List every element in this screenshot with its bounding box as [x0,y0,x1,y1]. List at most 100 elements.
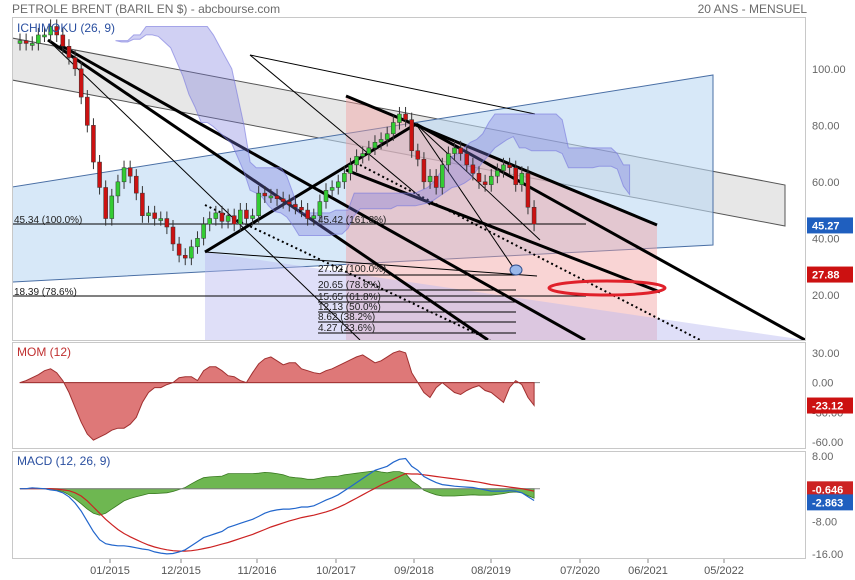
candle-body [482,181,488,185]
candle-body [207,218,212,225]
candle-body [238,209,243,225]
candle-body [476,173,482,183]
macd-line [20,457,535,555]
candle-body [470,164,476,174]
candle-body [391,122,396,135]
signal-line [20,472,535,552]
price-axis-tick: 60.00 [812,177,840,189]
candle-body [372,142,378,149]
candle-body [109,195,115,219]
candle-body [433,175,439,188]
candle-body [164,218,170,228]
candle-body [403,113,408,120]
trendline-4 [249,54,536,115]
macd-axis-tick: 8.00 [812,451,833,463]
macd-badge-bg [807,494,853,511]
macd-histogram [19,470,535,516]
candle-body [531,206,537,225]
candle-body [378,139,384,143]
candle-body [54,26,59,36]
x-axis-label: 10/2017 [316,565,356,577]
momentum-area [19,350,535,441]
chart-period: 20 ANS - MENSUEL [697,2,807,16]
candle-body [152,212,157,219]
candle-body [170,226,176,245]
momentum-label: MOM (12) [17,345,71,359]
candle-body [421,158,427,183]
candle-body [250,215,255,219]
candle-body [158,218,164,221]
price-axis-tick: 40.00 [812,233,840,245]
x-axis-label: 06/2021 [628,565,668,577]
candle-body [323,190,329,202]
candle-body [42,34,47,38]
candle-body [299,206,304,211]
candle-body [488,175,494,185]
candle-body [525,173,531,208]
x-axis-label: 09/2018 [394,565,434,577]
level-annotation: 20.65 (78.6%) [318,280,381,291]
candle-body [274,195,280,200]
candle-body [440,164,445,188]
candle-body [519,173,525,185]
momentum-badge: -23.12 [812,401,843,413]
candle-body [446,153,451,166]
circle-marker [509,264,523,276]
x-axis-label: 07/2020 [560,565,600,577]
candle-body [256,192,261,216]
ichimoku-cloud [115,26,631,236]
candle-body [293,204,298,208]
candle-body [280,198,286,202]
candle-body [287,201,292,205]
blue-channel [13,74,714,283]
candle-body [342,173,347,183]
candle-body [66,45,72,58]
candle-body [17,40,23,44]
level-annotation: 8.62 (38.2%) [318,312,375,323]
candle-body [384,133,390,140]
price-axis-tick: 80.00 [812,120,840,132]
candle-body [91,125,96,163]
level-annotation: 45.34 (100.0%) [14,215,82,226]
candle-body [495,170,500,177]
candle-body [60,34,66,47]
candle-body [103,187,108,219]
last-price-badge: 27.88 [812,270,840,282]
candle-body [195,238,200,248]
candle-body [201,223,206,239]
candle-body [182,255,188,259]
candle-body [146,212,151,216]
trendline-3 [59,43,586,340]
trendline-2 [47,39,361,340]
candle-body [427,175,433,183]
candle-body [189,246,194,259]
dotted-line-2 [359,164,701,340]
candle-body [213,212,219,219]
candle-body [415,150,421,160]
candle-body [72,57,78,70]
candle-body [85,96,90,126]
candle-body [452,147,457,154]
macd-label: MACD (12, 26, 9) [17,454,110,468]
momentum-axis-tick: -60.00 [812,437,843,449]
candle-body [311,215,317,219]
x-axis-label: 01/2015 [90,565,130,577]
candle-body [219,212,225,222]
pitchfork-lower [345,168,661,294]
price-badge: 45.27 [812,220,840,232]
price-panel [12,17,806,341]
candle-body [48,26,53,36]
macd-panel [12,451,806,559]
macd-axis-tick: -16.00 [812,549,843,561]
candle-body [317,201,323,216]
signal-badge: -0.646 [812,484,843,496]
price-axis-tick: 100.00 [812,64,846,76]
candle-body [231,215,237,225]
price-axis-tick: 20.00 [812,290,840,302]
candle-body [97,161,102,188]
candle-body [335,181,341,188]
candle-body [397,113,402,123]
chart-title: PETROLE BRENT (BARIL EN $) - abcbourse.c… [12,2,280,16]
candle-body [268,195,274,199]
level-annotation: 15.65 (61.8%) [318,292,381,303]
